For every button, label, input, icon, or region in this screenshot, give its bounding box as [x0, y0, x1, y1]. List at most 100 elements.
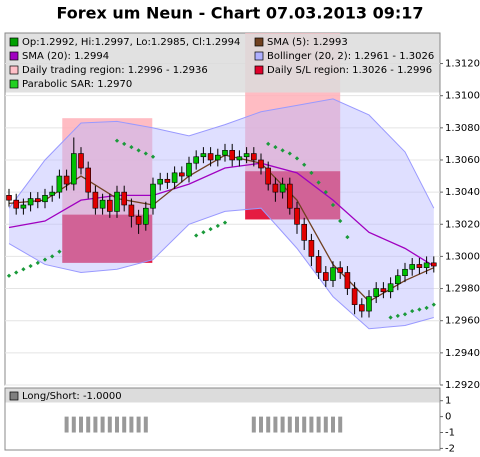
candle-body — [258, 159, 264, 169]
bollinger-line — [8, 98, 435, 209]
candle-body — [143, 207, 149, 225]
y-tick-label: -1 — [445, 428, 455, 439]
bar — [266, 416, 271, 433]
bar — [295, 416, 299, 433]
sar-dot — [402, 312, 408, 317]
y-tick-label: 1.3080 — [445, 123, 480, 134]
candle-body — [344, 272, 351, 289]
candle-body — [42, 195, 48, 203]
legend-swatch — [9, 79, 19, 89]
candle-body — [71, 153, 77, 185]
legend-box — [5, 33, 440, 93]
sar-dot — [395, 313, 400, 319]
y-tick-label: 1.3120 — [445, 59, 480, 70]
chart-title: Forex um Neun - Chart 07.03.2013 09:17 — [56, 4, 423, 23]
candle-body — [99, 199, 106, 209]
bar — [309, 416, 314, 433]
candle-body — [56, 175, 63, 193]
sar-dot — [417, 307, 422, 312]
candle-body — [20, 204, 27, 209]
candle-body — [78, 153, 84, 169]
candle-body — [193, 156, 199, 164]
candle-body — [308, 240, 315, 257]
sar-dot — [410, 308, 415, 314]
candle-body — [186, 162, 192, 177]
candle-body — [322, 272, 329, 281]
candle-body — [351, 288, 358, 305]
candle-body — [107, 199, 113, 212]
sar-dot — [194, 233, 199, 238]
candle-body — [416, 264, 423, 268]
candle-body — [27, 198, 34, 206]
candle-body — [272, 183, 279, 193]
legend-label: Parabolic SAR: 1.2970 — [22, 79, 132, 90]
legend-swatch — [254, 51, 264, 61]
sar-dot — [57, 249, 62, 254]
sar-dot — [122, 141, 127, 147]
candle-body — [294, 207, 300, 225]
y-tick-label: 1 — [445, 396, 451, 407]
y-tick-label: 1.3060 — [445, 155, 480, 166]
candle-body — [380, 288, 387, 293]
legend-label: Daily S/L region: 1.3026 - 1.2996 — [267, 65, 432, 76]
sar-dot — [330, 202, 336, 208]
candle-body — [315, 256, 322, 273]
candle-body — [34, 198, 41, 203]
y-tick-label: 1.3000 — [445, 251, 480, 262]
candle-body — [236, 156, 243, 161]
legend-label: Daily trading region: 1.2996 - 1.2936 — [22, 65, 208, 76]
bar — [323, 416, 328, 433]
bar — [129, 416, 134, 433]
y-tick-label: 1.2960 — [445, 316, 480, 327]
candle-body — [222, 150, 228, 156]
legend-swatch — [9, 391, 19, 401]
y-tick-label: 1.3040 — [445, 187, 480, 198]
sar-dot — [215, 223, 220, 228]
candle-body — [265, 167, 272, 185]
candle-body — [337, 267, 344, 273]
candle-body — [215, 154, 221, 161]
bar — [143, 416, 148, 433]
bar — [93, 416, 98, 433]
candle-body — [301, 223, 308, 241]
candle-body — [229, 150, 235, 161]
y-tick-label: 0 — [445, 412, 451, 423]
bar — [64, 416, 69, 433]
y-tick-label: 1.2920 — [445, 380, 480, 391]
sar-dot — [114, 138, 120, 143]
sar-dot — [431, 302, 436, 307]
legend-swatch — [9, 37, 19, 47]
bar — [71, 416, 76, 433]
candle-body — [358, 304, 365, 312]
candle-body — [150, 183, 156, 209]
candle-body — [6, 195, 12, 201]
y-tick-label: -2 — [445, 443, 455, 454]
sar-dot — [280, 148, 285, 153]
candle-body — [179, 172, 185, 177]
candle-body — [373, 288, 380, 297]
legend-swatch — [254, 37, 264, 47]
sar-dot — [323, 190, 328, 195]
sar-dot — [150, 154, 156, 159]
candle-body — [200, 153, 207, 158]
legend-label: SMA (5): 1.2993 — [267, 37, 348, 48]
bar — [316, 416, 321, 433]
candle-body — [92, 191, 99, 209]
y-tick-label: 1.3020 — [445, 219, 480, 230]
sar-dot — [309, 170, 314, 175]
candle-body — [409, 264, 416, 270]
candle-body — [128, 204, 135, 217]
sar-dot — [273, 144, 278, 150]
bollinger-band — [9, 98, 434, 329]
candle-body — [430, 262, 437, 267]
candle-body — [171, 172, 178, 183]
candle-body — [402, 268, 408, 277]
sar-dot — [136, 148, 141, 153]
candle-body — [164, 178, 171, 183]
candle-body — [330, 267, 336, 281]
bar — [136, 416, 141, 433]
sar-dot — [294, 156, 300, 161]
bar — [251, 416, 256, 433]
candle-body — [243, 153, 250, 158]
